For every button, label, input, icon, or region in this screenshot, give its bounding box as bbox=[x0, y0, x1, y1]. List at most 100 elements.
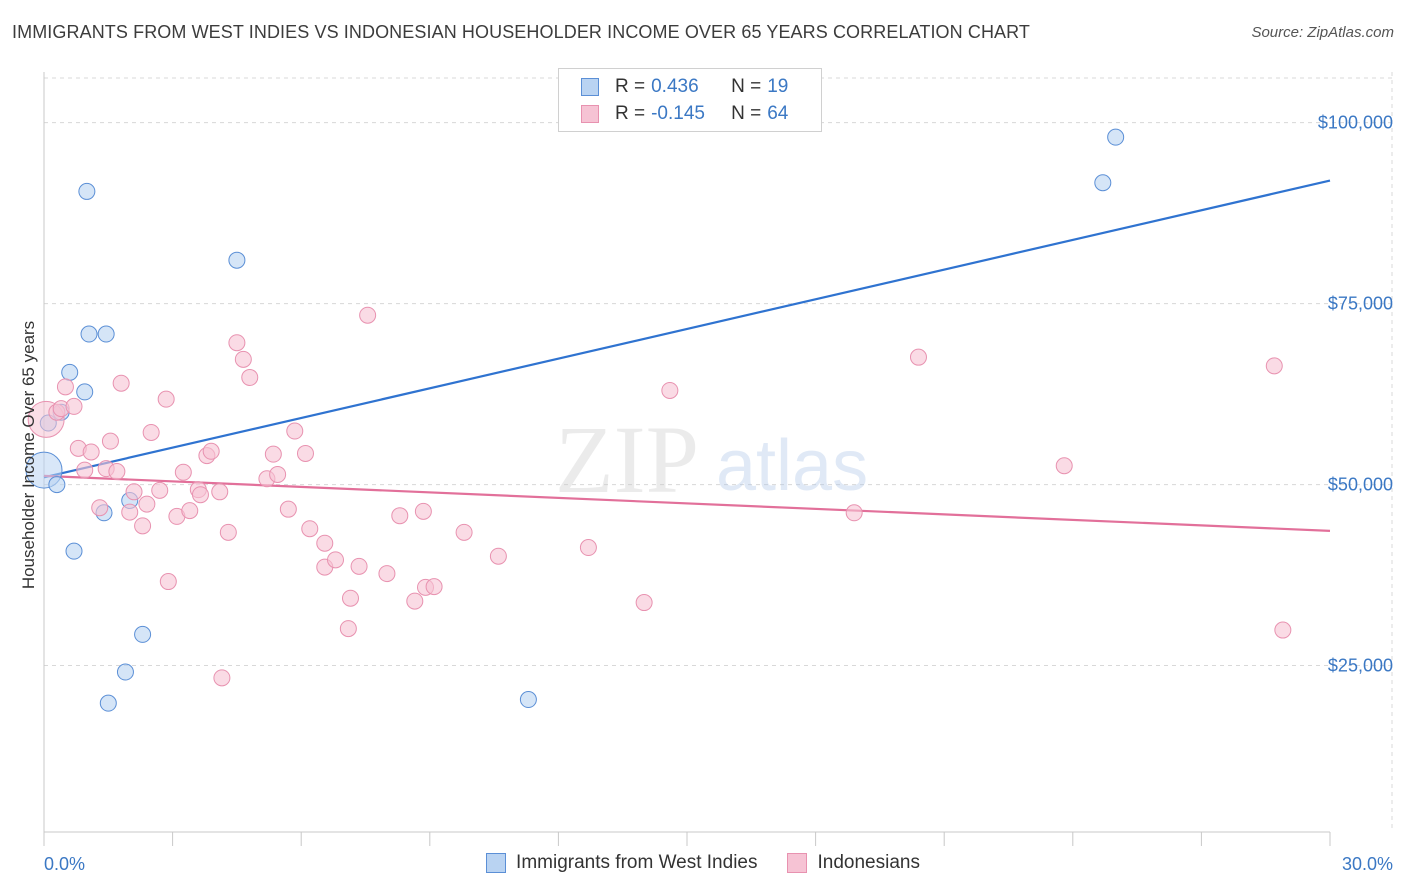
west-indies-point bbox=[99, 694, 117, 712]
indonesians-point bbox=[1274, 621, 1292, 639]
indonesians-point bbox=[316, 534, 334, 552]
indonesians-point bbox=[181, 502, 199, 520]
indonesians-point bbox=[845, 504, 863, 522]
indonesians-point bbox=[151, 481, 169, 499]
west-indies-point bbox=[519, 691, 537, 709]
indonesians-point bbox=[359, 306, 377, 324]
west-indies-point bbox=[65, 542, 83, 560]
west-indies-trendline bbox=[43, 179, 1331, 479]
r-value: -0.145 bbox=[651, 103, 705, 124]
n-value: 19 bbox=[767, 76, 789, 97]
correlation-legend: R = 0.436 N = 19 R = -0.145 N = 64 bbox=[558, 68, 822, 132]
r-label: R = bbox=[615, 103, 646, 124]
west-indies-point bbox=[97, 325, 115, 343]
legend-swatch-blue bbox=[581, 78, 599, 96]
west-indies-point bbox=[80, 325, 98, 343]
indonesians-point bbox=[82, 443, 100, 461]
west-indies-point bbox=[78, 182, 96, 200]
legend-item-west-indies: Immigrants from West Indies bbox=[486, 852, 757, 874]
r-value: 0.436 bbox=[651, 76, 699, 97]
indonesians-point bbox=[91, 499, 109, 517]
west-indies-point bbox=[116, 663, 134, 681]
legend-swatch-blue bbox=[486, 853, 507, 873]
indonesians-point bbox=[101, 432, 119, 450]
watermark-atlas: atlas bbox=[716, 426, 868, 506]
indonesians-point bbox=[279, 500, 297, 518]
indonesians-point bbox=[228, 334, 246, 352]
data-points bbox=[25, 128, 1292, 712]
indonesians-point bbox=[65, 397, 83, 415]
indonesians-point bbox=[121, 503, 139, 521]
indonesians-point bbox=[159, 573, 177, 591]
indonesians-trendline bbox=[43, 474, 1331, 532]
indonesians-point bbox=[241, 368, 259, 386]
indonesians-point bbox=[56, 378, 74, 396]
indonesians-point bbox=[219, 523, 237, 541]
indonesians-point bbox=[286, 422, 304, 440]
indonesians-point bbox=[661, 381, 679, 399]
indonesians-point bbox=[909, 348, 927, 366]
indonesians-point bbox=[296, 444, 314, 462]
indonesians-point bbox=[108, 463, 126, 481]
west-indies-point bbox=[48, 476, 66, 494]
x-tick-label: 0.0% bbox=[44, 854, 85, 874]
n-value: 64 bbox=[767, 103, 789, 124]
indonesians-point bbox=[264, 445, 282, 463]
y-tick-label: $50,000 bbox=[1328, 475, 1393, 495]
indonesians-point bbox=[1055, 457, 1073, 475]
series-legend: Immigrants from West Indies Indonesians bbox=[0, 852, 1406, 874]
indonesians-point bbox=[350, 557, 368, 575]
legend-row-west-indies: R = 0.436 N = 19 bbox=[581, 75, 788, 99]
legend-swatch-pink bbox=[787, 853, 808, 873]
y-tick-label: $75,000 bbox=[1328, 294, 1393, 314]
y-axis-label: Householder Income Over 65 years bbox=[19, 321, 38, 589]
legend-label: Immigrants from West Indies bbox=[516, 852, 758, 873]
indonesians-point bbox=[301, 520, 319, 538]
indonesians-point bbox=[202, 442, 220, 460]
west-indies-point bbox=[1107, 128, 1125, 146]
legend-label: Indonesians bbox=[817, 852, 920, 873]
y-tick-label: $25,000 bbox=[1328, 656, 1393, 676]
indonesians-point bbox=[455, 523, 473, 541]
indonesians-point bbox=[174, 463, 192, 481]
tick-labels: $25,000 $50,000 $75,000 $100,000 0.0% 30.0% bbox=[44, 113, 1393, 874]
legend-swatch-pink bbox=[581, 105, 599, 123]
indonesians-point bbox=[391, 507, 409, 525]
west-indies-point bbox=[134, 625, 152, 643]
watermark: ZIP atlas bbox=[555, 406, 868, 513]
indonesians-point bbox=[142, 423, 160, 441]
y-tick-label: $100,000 bbox=[1318, 113, 1393, 133]
n-label: N = bbox=[731, 103, 762, 124]
indonesians-point bbox=[269, 465, 287, 483]
indonesians-point bbox=[112, 374, 130, 392]
west-indies-point bbox=[76, 383, 94, 401]
west-indies-point bbox=[61, 363, 79, 381]
indonesians-point bbox=[341, 589, 359, 607]
indonesians-point bbox=[326, 551, 344, 569]
indonesians-point bbox=[234, 350, 252, 368]
trendlines bbox=[43, 179, 1331, 532]
indonesians-point bbox=[378, 565, 396, 583]
indonesians-point bbox=[339, 620, 357, 638]
indonesians-point bbox=[406, 592, 424, 610]
indonesians-point bbox=[425, 578, 443, 596]
n-label: N = bbox=[731, 76, 762, 97]
legend-item-indonesians: Indonesians bbox=[787, 852, 920, 874]
indonesians-point bbox=[125, 483, 143, 501]
source-credit: Source: ZipAtlas.com bbox=[1251, 24, 1394, 41]
x-tick-label: 30.0% bbox=[1342, 854, 1393, 874]
indonesians-point bbox=[1265, 357, 1283, 375]
indonesians-point bbox=[213, 669, 231, 687]
indonesians-point bbox=[414, 502, 432, 520]
indonesians-point bbox=[489, 547, 507, 565]
indonesians-point bbox=[635, 594, 653, 612]
indonesians-point bbox=[191, 486, 209, 504]
watermark-zip: ZIP bbox=[555, 406, 699, 513]
west-indies-point bbox=[228, 251, 246, 269]
chart-title: IMMIGRANTS FROM WEST INDIES VS INDONESIA… bbox=[12, 22, 1031, 42]
indonesians-point bbox=[157, 390, 175, 408]
r-label: R = bbox=[615, 76, 646, 97]
indonesians-point bbox=[76, 461, 94, 479]
legend-row-indonesians: R = -0.145 N = 64 bbox=[581, 102, 788, 126]
